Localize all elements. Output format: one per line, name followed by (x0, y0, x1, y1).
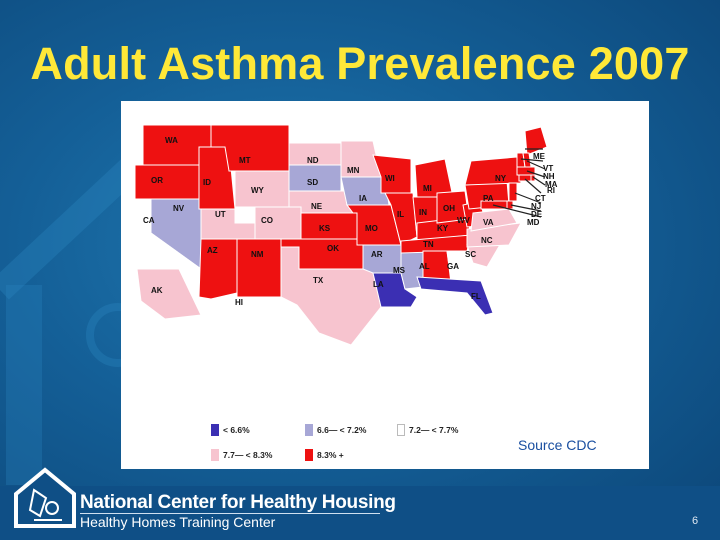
legend-swatch (397, 424, 405, 436)
legend-swatch (305, 449, 313, 461)
state-va (470, 208, 518, 232)
legend-item-72-77: 7.2— < 7.7% (397, 424, 458, 436)
state-nj (508, 182, 518, 202)
state-label-nj: NJ (531, 202, 541, 211)
state-nm (236, 238, 282, 298)
state-label-ms: MS (393, 266, 406, 275)
state-label-wi: WI (385, 174, 395, 183)
legend-label: 7.2— < 7.7% (409, 425, 459, 435)
state-label-ny: NY (495, 174, 507, 183)
state-fl (416, 276, 494, 316)
state-label-sd: SD (307, 178, 318, 187)
state-or (134, 164, 200, 200)
org-divider (80, 513, 380, 514)
state-label-ks: KS (319, 224, 331, 233)
state-label-ct: CT (535, 194, 546, 203)
state-label-ak: AK (151, 286, 163, 295)
state-label-nh: NH (543, 172, 555, 181)
state-hi (224, 296, 240, 306)
legend-swatch (211, 424, 219, 436)
state-label-ar: AR (371, 250, 383, 259)
state-label-co: CO (261, 216, 273, 225)
legend-item-66-72: 6.6— < 7.2% (305, 424, 366, 436)
state-label-hi: HI (235, 298, 243, 307)
state-label-id: ID (203, 178, 211, 187)
state-label-mn: MN (347, 166, 360, 175)
state-mt (210, 124, 290, 172)
state-ny (464, 156, 522, 186)
state-label-wv: WV (457, 216, 471, 225)
northeast-callout-lines (492, 148, 546, 218)
state-label-ia: IA (359, 194, 367, 203)
state-label-wa: WA (165, 136, 178, 145)
state-label-va: VA (483, 218, 494, 227)
state-label-md: MD (527, 218, 540, 227)
state-label-tx: TX (313, 276, 324, 285)
state-ct (518, 174, 532, 182)
legend-label: < 6.6% (223, 425, 250, 435)
state-label-or: OR (151, 176, 163, 185)
state-label-al: AL (419, 262, 430, 271)
state-label-nd: ND (307, 156, 319, 165)
state-me (524, 126, 548, 156)
state-label-la: LA (373, 280, 384, 289)
state-label-az: AZ (207, 246, 218, 255)
state-label-in: IN (419, 208, 427, 217)
state-label-ut: UT (215, 210, 226, 219)
state-label-mt: MT (239, 156, 251, 165)
legend-label: 6.6— < 7.2% (317, 425, 367, 435)
us-map: WA OR ID MT WY NV CA UT CO AZ NM ND SD N… (134, 124, 558, 346)
state-label-oh: OH (443, 204, 455, 213)
state-label-pa: PA (483, 194, 494, 203)
legend-item-lt66: < 6.6% (211, 424, 250, 436)
state-label-wy: WY (251, 186, 265, 195)
state-mi (414, 158, 454, 198)
state-label-ri: RI (547, 186, 555, 195)
state-label-sc: SC (465, 250, 476, 259)
state-label-vt: VT (543, 164, 553, 173)
state-ak (136, 268, 202, 320)
legend-label: 8.3% + (317, 450, 344, 460)
state-label-ne: NE (311, 202, 323, 211)
legend-swatch (305, 424, 313, 436)
org-name: National Center for Healthy Housing (80, 492, 396, 513)
map-panel: WA OR ID MT WY NV CA UT CO AZ NM ND SD N… (121, 101, 649, 469)
page-number: 6 (692, 515, 699, 527)
state-az (198, 238, 238, 300)
org-subtitle: Healthy Homes Training Center (80, 514, 276, 530)
state-label-ga: GA (447, 262, 459, 271)
legend-label: 7.7— < 8.3% (223, 450, 273, 460)
state-label-nm: NM (251, 250, 264, 259)
legend-item-77-83: 7.7— < 8.3% (211, 449, 272, 461)
state-label-tn: TN (423, 240, 434, 249)
state-label-fl: FL (471, 292, 481, 301)
state-label-nv: NV (173, 204, 185, 213)
state-label-il: IL (397, 210, 404, 219)
legend-swatch (211, 449, 219, 461)
state-label-nc: NC (481, 236, 493, 245)
legend-item-83plus: 8.3% + (305, 449, 344, 461)
state-label-ky: KY (437, 224, 449, 233)
slide-title: Adult Asthma Prevalence 2007 (30, 38, 690, 89)
state-label-me: ME (533, 152, 546, 161)
state-label-mi: MI (423, 184, 432, 193)
state-tx (280, 246, 382, 346)
source-label: Source CDC (518, 437, 597, 453)
state-ut (200, 208, 256, 240)
state-label-ca: CA (143, 216, 155, 225)
state-label-mo: MO (365, 224, 378, 233)
house-logo-icon (14, 467, 76, 528)
state-label-ok: OK (327, 244, 339, 253)
state-label-ma: MA (545, 180, 558, 189)
state-label-de: DE (531, 210, 543, 219)
state-ma (516, 166, 536, 176)
